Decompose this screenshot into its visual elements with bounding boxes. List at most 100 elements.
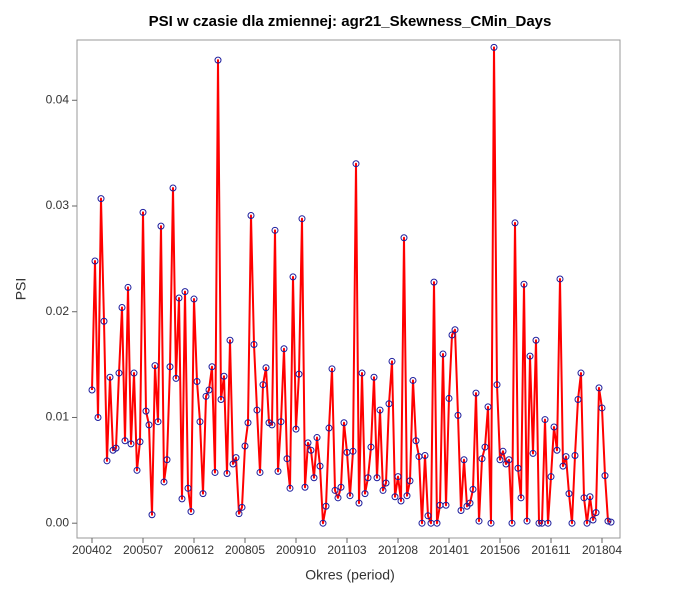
data-point: [574, 395, 582, 403]
data-point: [274, 467, 282, 475]
data-point: [529, 449, 537, 457]
y-tick-label: 0.03: [46, 198, 70, 212]
data-point: [586, 493, 594, 501]
data-point: [496, 456, 504, 464]
data-point: [535, 519, 543, 527]
data-point: [202, 392, 210, 400]
data-point: [235, 510, 243, 518]
data-point: [226, 336, 234, 344]
data-point: [355, 499, 363, 507]
data-point: [157, 222, 165, 230]
data-point: [334, 494, 342, 502]
data-point: [400, 234, 408, 242]
data-point: [454, 411, 462, 419]
data-point: [244, 419, 252, 427]
x-tick-label: 200402: [72, 543, 112, 557]
data-point: [478, 455, 486, 463]
data-point: [445, 394, 453, 402]
data-point: [136, 438, 144, 446]
data-point: [469, 485, 477, 493]
data-point: [601, 472, 609, 480]
y-axis-label: PSI: [13, 278, 29, 301]
data-point: [568, 519, 576, 527]
data-point: [292, 425, 300, 433]
data-point: [139, 208, 147, 216]
data-point: [112, 444, 120, 452]
data-point: [217, 395, 225, 403]
data-point: [520, 280, 528, 288]
data-point: [154, 418, 162, 426]
data-point: [349, 447, 357, 455]
data-point: [466, 499, 474, 507]
data-point: [208, 363, 216, 371]
x-tick-label: 201208: [378, 543, 418, 557]
x-tick-label: 201401: [429, 543, 469, 557]
data-point: [100, 317, 108, 325]
data-point: [397, 497, 405, 505]
x-tick-label: 201611: [531, 543, 570, 557]
data-point: [604, 517, 612, 525]
data-point: [184, 484, 192, 492]
x-tick-label: 200805: [225, 543, 265, 557]
data-point: [379, 486, 387, 494]
data-point: [205, 386, 213, 394]
data-point: [583, 519, 591, 527]
data-point: [250, 341, 258, 349]
data-point: [289, 273, 297, 281]
data-point: [490, 43, 498, 51]
data-point: [370, 373, 378, 381]
data-point: [439, 350, 447, 358]
data-point: [91, 257, 99, 265]
data-point: [124, 283, 132, 291]
data-point: [553, 446, 561, 454]
data-point: [190, 295, 198, 303]
data-point: [406, 477, 414, 485]
data-point: [316, 462, 324, 470]
data-point: [151, 362, 159, 370]
data-point: [607, 518, 615, 526]
data-point: [565, 490, 573, 498]
data-point: [211, 468, 219, 476]
data-point: [115, 369, 123, 377]
data-point: [172, 374, 180, 382]
data-point: [256, 468, 264, 476]
data-point: [145, 421, 153, 429]
plot-frame: [76, 39, 621, 539]
x-tick-label: 201804: [582, 543, 622, 557]
data-point: [376, 406, 384, 414]
data-point: [541, 416, 549, 424]
data-point: [268, 421, 276, 429]
data-point: [223, 470, 231, 478]
data-point: [598, 404, 606, 412]
data-point: [199, 490, 207, 498]
data-point: [523, 517, 531, 525]
data-point: [457, 507, 465, 515]
data-point: [499, 447, 507, 455]
data-point: [556, 275, 564, 283]
data-point: [286, 484, 294, 492]
data-point: [322, 502, 330, 510]
data-point: [277, 418, 285, 426]
data-point: [451, 326, 459, 334]
data-point: [178, 495, 186, 503]
data-point: [196, 418, 204, 426]
data-point: [163, 456, 171, 464]
data-point: [367, 443, 375, 451]
data-point: [118, 304, 126, 312]
data-point: [283, 455, 291, 463]
data-point: [160, 478, 168, 486]
data-point: [331, 486, 339, 494]
data-point: [550, 423, 558, 431]
data-point: [232, 454, 240, 462]
data-point: [346, 492, 354, 500]
data-point: [481, 443, 489, 451]
data-point: [88, 386, 96, 394]
data-point: [298, 215, 306, 223]
data-point: [280, 345, 288, 353]
data-point: [433, 519, 441, 527]
data-point: [301, 483, 309, 491]
data-point: [403, 492, 411, 500]
data-point: [472, 389, 480, 397]
x-tick-label: 200612: [174, 543, 214, 557]
data-point: [247, 212, 255, 220]
